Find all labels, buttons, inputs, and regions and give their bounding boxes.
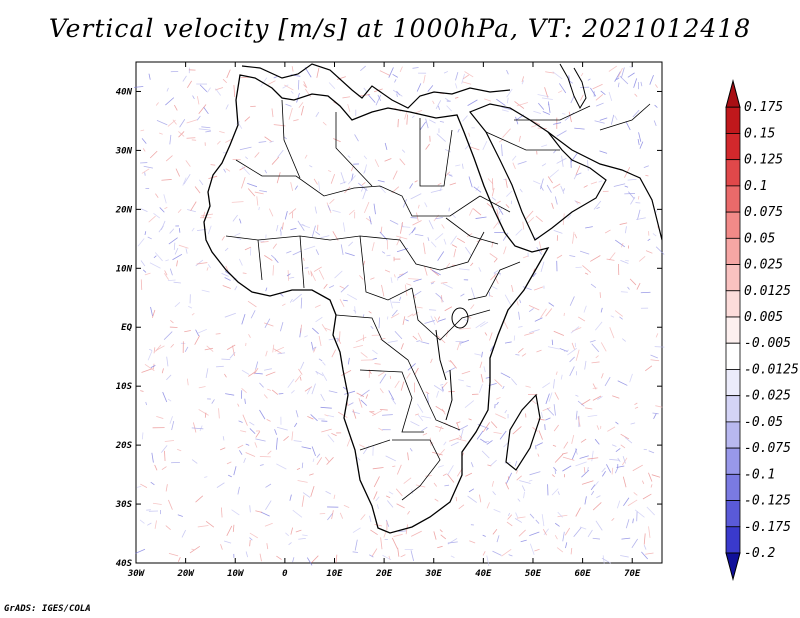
lon-tick-label: 10W bbox=[227, 569, 245, 579]
colorbar-segment bbox=[725, 526, 741, 554]
colorbar-label: -0.2 bbox=[744, 546, 775, 561]
arabia-coastline bbox=[469, 103, 607, 241]
lon-tick-label: 70E bbox=[624, 569, 641, 579]
colorbar-top-arrow bbox=[725, 79, 741, 108]
vertical-velocity-field bbox=[134, 65, 665, 567]
colorbar-segment bbox=[725, 447, 741, 475]
colorbar-label: 0.005 bbox=[744, 310, 783, 325]
colorbar-label: -0.075 bbox=[744, 441, 791, 456]
colorbar-segment bbox=[725, 500, 741, 528]
colorbar-label: 0.0125 bbox=[744, 284, 791, 299]
chart-title: Vertical velocity [m/s] at 1000hPa, VT: … bbox=[48, 14, 752, 43]
lat-tick-label: 40S bbox=[116, 559, 133, 569]
africa-coastline bbox=[203, 74, 550, 534]
colorbar-segment bbox=[725, 237, 741, 265]
colorbar-bottom-arrow bbox=[725, 552, 741, 582]
lon-tick-label: 50E bbox=[525, 569, 542, 579]
colorbar-label: 0.125 bbox=[744, 153, 783, 168]
lon-tick-label: 60E bbox=[574, 569, 591, 579]
colorbar-segment bbox=[725, 106, 741, 134]
colorbar-segment bbox=[725, 473, 741, 501]
colorbar: 0.175 0.15 0.125 0.1 0.075 0.05 0.025 0.0125 0.0… bbox=[725, 79, 799, 582]
lat-tick-label: 30N bbox=[115, 146, 133, 156]
colorbar-segment bbox=[725, 421, 741, 449]
colorbar-segment bbox=[725, 159, 741, 187]
lat-tick-label: 20N bbox=[115, 205, 133, 215]
colorbar-label: 0.025 bbox=[744, 258, 783, 273]
colorbar-label: -0.0125 bbox=[744, 362, 799, 377]
lon-tick-label: 20W bbox=[176, 569, 195, 579]
colorbar-label: -0.005 bbox=[744, 336, 791, 351]
colorbar-segment bbox=[725, 133, 741, 161]
colorbar-segment bbox=[725, 369, 741, 397]
grads-credit: GrADS: IGES/COLA bbox=[4, 604, 91, 614]
lat-tick-label: 10S bbox=[116, 382, 133, 392]
colorbar-segment bbox=[725, 185, 741, 213]
lon-tick-label: 30E bbox=[425, 569, 443, 579]
lon-tick-label: 30W bbox=[127, 569, 146, 579]
colorbar-label: -0.125 bbox=[744, 494, 791, 509]
colorbar-segment bbox=[725, 211, 741, 239]
african-lakes bbox=[435, 307, 469, 421]
colorbar-label: 0.075 bbox=[744, 205, 783, 220]
country-borders bbox=[225, 99, 651, 501]
madagascar-coastline bbox=[505, 393, 541, 471]
colorbar-label: 0.05 bbox=[744, 231, 775, 246]
colorbar-label: 0.15 bbox=[744, 126, 775, 141]
europe-coastline bbox=[241, 63, 511, 109]
asia-coastline bbox=[547, 131, 663, 241]
lat-tick-label: 40N bbox=[116, 87, 133, 97]
colorbar-label: -0.175 bbox=[744, 520, 791, 535]
colorbar-label: -0.05 bbox=[744, 415, 783, 430]
lat-tick-label: 30S bbox=[115, 500, 133, 510]
colorbar-label: -0.1 bbox=[744, 467, 775, 482]
colorbar-segment bbox=[725, 342, 741, 370]
colorbar-segment bbox=[725, 264, 741, 292]
colorbar-label: 0.1 bbox=[744, 179, 767, 194]
colorbar-label: 0.175 bbox=[744, 100, 783, 115]
lon-tick-label: 0 bbox=[282, 569, 288, 579]
lon-tick-label: 10E bbox=[326, 569, 343, 579]
lat-tick-label: 20S bbox=[115, 441, 133, 451]
lon-tick-label: 20E bbox=[375, 569, 393, 579]
caspian-coastline bbox=[559, 63, 587, 110]
lat-tick-label: 10N bbox=[116, 264, 133, 274]
colorbar-label: -0.025 bbox=[744, 389, 791, 404]
lon-tick-label: 40E bbox=[475, 569, 492, 579]
colorbar-segment bbox=[725, 316, 741, 344]
colorbar-segment bbox=[725, 395, 741, 423]
map-frame bbox=[135, 61, 663, 564]
axis-ticks: 30W 20W 10W 0 10E 20E 30E 40E 50E 60E 70E 40N 30N 20N… bbox=[115, 62, 662, 579]
lat-tick-label: EQ bbox=[121, 323, 132, 333]
colorbar-segment bbox=[725, 290, 741, 318]
